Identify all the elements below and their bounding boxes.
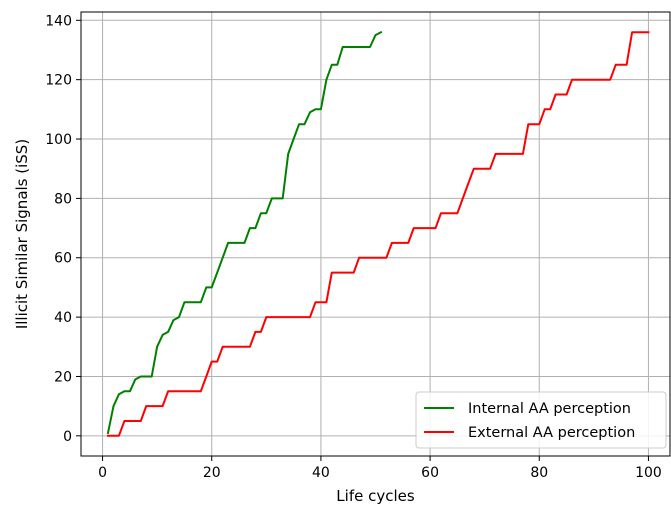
plot-frame xyxy=(80,11,671,457)
y-tick-label: 100 xyxy=(45,132,72,148)
x-tick-label: 20 xyxy=(203,465,221,481)
x-tick-label: 40 xyxy=(312,465,330,481)
series-line-2 xyxy=(107,31,650,437)
series-line-1 xyxy=(106,30,383,435)
y-tick-label: 60 xyxy=(54,251,72,267)
x-tick-label: 80 xyxy=(530,465,548,481)
x-tick-label: 100 xyxy=(635,465,662,481)
y-tick-label: 140 xyxy=(45,13,72,29)
x-axis-label: Life cycles xyxy=(336,487,415,505)
legend-label: External AA perception xyxy=(468,425,635,441)
y-tick-label: 80 xyxy=(54,191,72,207)
y-tick-label: 40 xyxy=(54,310,72,326)
y-axis-label: Illicit Similar Signals (iSS) xyxy=(13,139,31,329)
x-axis: 0 20 40 60 80 100 xyxy=(98,456,662,481)
grid-lines xyxy=(81,12,670,456)
legend-label: Internal AA perception xyxy=(468,401,631,417)
legend: Internal AA perception External AA percep… xyxy=(415,391,667,449)
legend-box xyxy=(415,391,667,449)
x-tick-label: 0 xyxy=(98,465,107,481)
y-tick-label: 0 xyxy=(63,429,72,445)
y-tick-label: 20 xyxy=(54,369,72,385)
x-tick-label: 60 xyxy=(421,465,439,481)
y-tick-label: 120 xyxy=(45,73,72,89)
series-layer xyxy=(106,30,650,437)
y-axis: 0 20 40 60 80 100 120 140 xyxy=(45,13,81,445)
